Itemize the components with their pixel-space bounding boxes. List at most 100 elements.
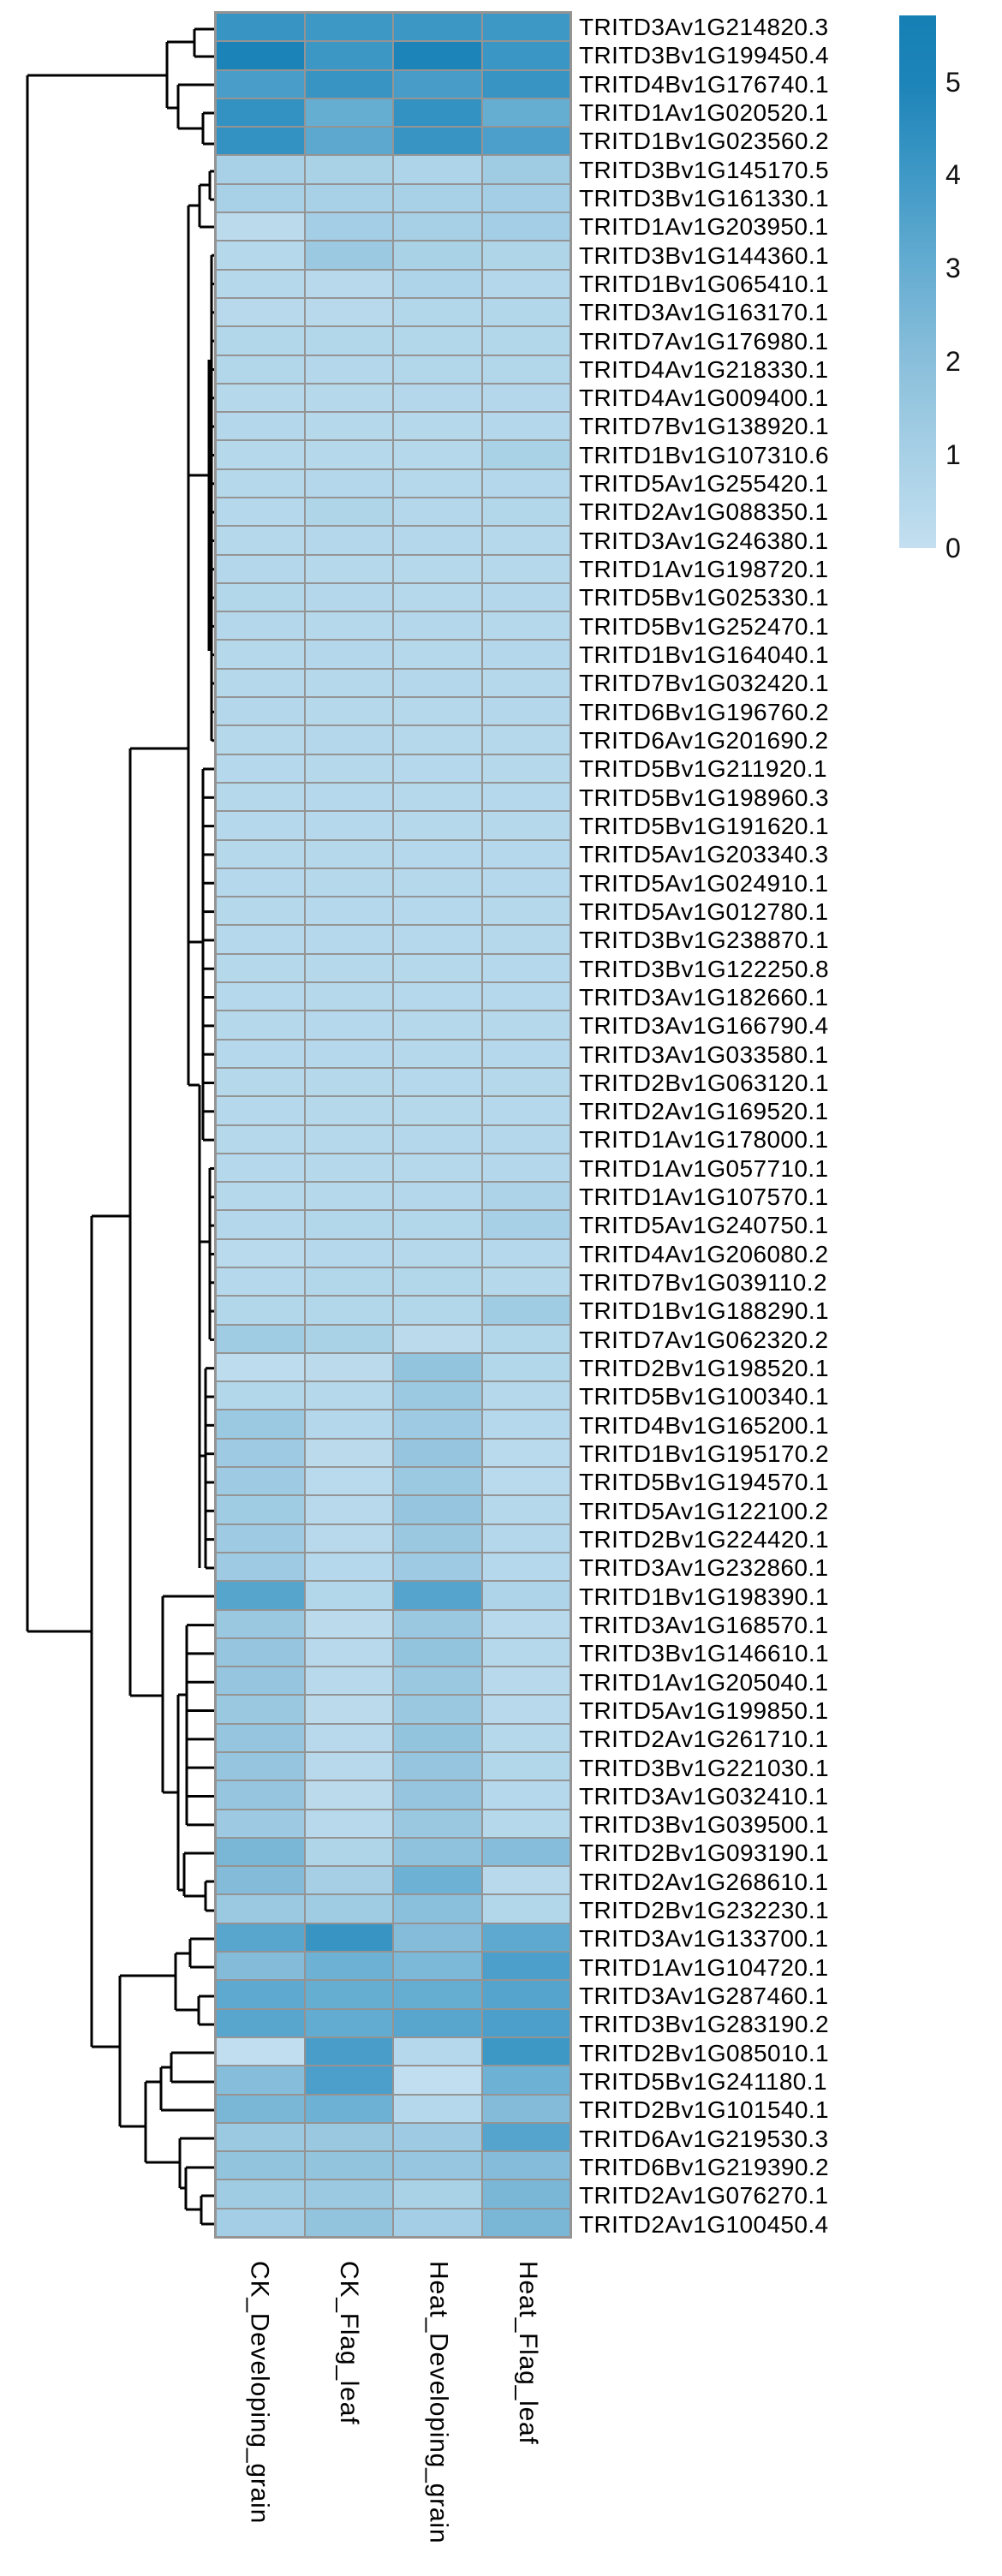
- gene-row-label: TRITD3Av1G032410.1: [579, 1782, 829, 1810]
- heatmap-cell: [482, 98, 570, 127]
- heatmap-cell: [217, 812, 304, 839]
- heatmap-cell: [394, 441, 481, 468]
- heatmap-cell: [394, 355, 481, 383]
- gene-row-label: TRITD3Bv1G199450.4: [579, 42, 830, 69]
- heatmap-cell: [305, 298, 392, 326]
- heatmap-cell: [482, 1553, 570, 1581]
- heatmap-cell: [217, 98, 304, 127]
- heatmap-cell: [394, 1553, 481, 1581]
- gene-row-label: TRITD2Av1G169520.1: [579, 1098, 829, 1125]
- gene-row-label: TRITD5Bv1G191620.1: [579, 812, 830, 839]
- heatmap-cell: [217, 14, 304, 41]
- heatmap-cell: [394, 1724, 481, 1751]
- heatmap-cell: [305, 1923, 392, 1952]
- gene-row-label: TRITD2Av1G100450.4: [579, 2210, 829, 2238]
- heatmap-cell: [217, 384, 304, 412]
- heatmap-cell: [482, 2095, 570, 2122]
- heatmap-cell: [482, 1353, 570, 1381]
- heatmap-cell: [305, 726, 392, 754]
- heatmap-cell: [394, 1696, 481, 1723]
- heatmap-cell: [482, 184, 570, 212]
- heatmap-cell: [217, 1068, 304, 1096]
- heatmap-cell: [217, 469, 304, 497]
- condition-col-label: Heat_Flag_leaf: [513, 2261, 542, 2445]
- heatmap-cell: [217, 498, 304, 526]
- heatmap-cell: [217, 726, 304, 754]
- heatmap-cell: [305, 355, 392, 383]
- heatmap-cell: [482, 1011, 570, 1039]
- heatmap-cell: [305, 1011, 392, 1039]
- gene-row-label: TRITD3Bv1G144360.1: [579, 242, 830, 269]
- colorbar-tick-label: 0: [945, 533, 961, 564]
- heatmap-cell: [482, 298, 570, 326]
- heatmap-cell: [217, 555, 304, 582]
- heatmap-cell: [394, 2009, 481, 2036]
- heatmap-cell: [305, 812, 392, 839]
- heatmap-cell: [305, 669, 392, 697]
- heatmap-cell: [482, 1297, 570, 1324]
- heatmap-cell: [482, 1382, 570, 1410]
- heatmap-cell: [217, 1297, 304, 1324]
- heatmap-cell: [305, 2152, 392, 2179]
- heatmap-cell: [305, 868, 392, 897]
- heatmap-cell: [217, 184, 304, 212]
- heatmap-cell: [217, 1468, 304, 1495]
- heatmap-cell: [305, 1696, 392, 1723]
- heatmap-cell: [394, 1524, 481, 1552]
- heatmap-cell: [394, 1610, 481, 1637]
- heatmap-cell: [394, 1867, 481, 1894]
- heatmap-cell: [394, 1838, 481, 1866]
- heatmap-cell: [482, 1810, 570, 1837]
- heatmap-cell: [394, 1895, 481, 1923]
- heatmap-cell: [305, 441, 392, 468]
- heatmap-cell: [482, 868, 570, 897]
- heatmap-cell: [482, 384, 570, 412]
- gene-row-label: TRITD5Av1G240750.1: [579, 1212, 829, 1239]
- gene-row-label: TRITD5Av1G203340.3: [579, 841, 829, 868]
- heatmap-cell: [217, 213, 304, 241]
- heatmap-cell: [394, 897, 481, 925]
- gene-row-label: TRITD3Bv1G145170.5: [579, 156, 830, 183]
- heatmap-cell: [305, 498, 392, 526]
- heatmap-cell: [482, 1125, 570, 1153]
- heatmap-cell: [217, 1524, 304, 1552]
- heatmap-cell: [394, 669, 481, 697]
- gene-row-label: TRITD7Av1G062320.2: [579, 1326, 829, 1353]
- heatmap-cell: [394, 1040, 481, 1067]
- heatmap-cell: [482, 1696, 570, 1723]
- gene-row-label: TRITD3Bv1G039500.1: [579, 1811, 830, 1839]
- heatmap-cell: [394, 1382, 481, 1410]
- heatmap-cell: [482, 1183, 570, 1210]
- heatmap-cell: [217, 1638, 304, 1667]
- heatmap-cell: [482, 355, 570, 383]
- heatmap-cell: [482, 1781, 570, 1809]
- col-labels: CK_Developing_grain CK_Flag_leaf Heat_Deve…: [214, 2261, 572, 2576]
- heatmap-cell: [482, 14, 570, 41]
- heatmap-cell: [482, 641, 570, 668]
- heatmap-cell: [305, 1097, 392, 1124]
- heatmap-cell: [394, 2066, 481, 2094]
- gene-row-label: TRITD2Bv1G093190.1: [579, 1840, 830, 1867]
- heatmap-cell: [394, 242, 481, 269]
- heatmap-cell: [394, 156, 481, 183]
- gene-row-label: TRITD3Av1G163170.1: [579, 299, 829, 326]
- heatmap-cell: [217, 669, 304, 697]
- heatmap-cell: [305, 840, 392, 868]
- heatmap-cell: [305, 1752, 392, 1780]
- heatmap-cell: [394, 1353, 481, 1381]
- heatmap-cell: [394, 641, 481, 668]
- heatmap-cell: [482, 1667, 570, 1695]
- heatmap-cell: [305, 1953, 392, 1980]
- gene-row-label: TRITD2Bv1G063120.1: [579, 1069, 830, 1096]
- heatmap-cell: [482, 2037, 570, 2066]
- gene-row-label: TRITD6Bv1G196760.2: [579, 698, 830, 725]
- condition-col-label: CK_Developing_grain: [245, 2261, 274, 2525]
- heatmap-cell: [217, 926, 304, 953]
- heatmap-cell: [482, 726, 570, 754]
- heatmap-cell: [482, 812, 570, 839]
- gene-row-label: TRITD5Av1G024910.1: [579, 869, 829, 897]
- gene-row-label: TRITD5Av1G255420.1: [579, 470, 829, 498]
- heatmap-cell: [482, 1981, 570, 2008]
- heatmap-cell: [394, 840, 481, 868]
- heatmap-cell: [394, 327, 481, 355]
